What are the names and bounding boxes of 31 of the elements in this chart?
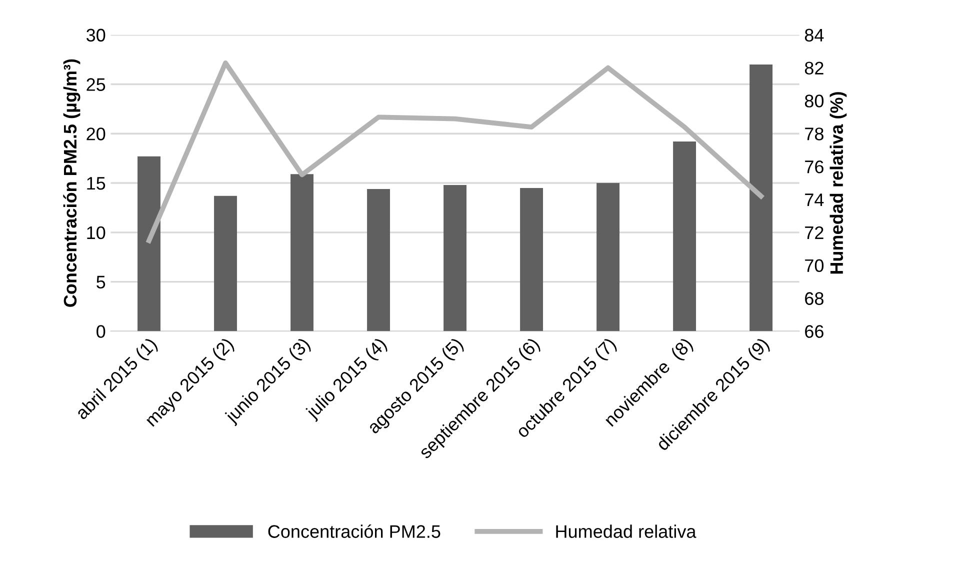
y2-tick-label: 82 [804, 62, 824, 75]
y-tick-label: 10 [87, 226, 106, 240]
legend-label: Concentración PM2.5 [268, 524, 440, 538]
y2-tick-label: 84 [804, 28, 824, 42]
bar [138, 156, 160, 332]
y2-axis-title: Humedad relativa (%) [830, 92, 847, 274]
line-series [146, 60, 764, 244]
legend-label: Humedad relativa [556, 524, 696, 538]
y2-tick-label: 70 [805, 259, 824, 272]
y2-tick-label: 80 [804, 94, 824, 108]
y-tick-label: 15 [87, 177, 106, 190]
bar [520, 188, 543, 332]
bar [444, 184, 466, 332]
bar [367, 188, 390, 332]
y-tick-label: 5 [96, 276, 106, 289]
bar [750, 64, 773, 332]
y2-tick-label: 66 [805, 325, 824, 338]
y-axis-title: Concentración PM2.5 (µg/m³) [63, 59, 80, 307]
bar [596, 183, 620, 332]
y-tick-label: 20 [86, 128, 106, 140]
bar [673, 142, 696, 332]
y2-tick-label: 76 [805, 160, 824, 174]
y2-tick-label: 74 [805, 194, 824, 206]
y-tick-label: 25 [86, 78, 106, 91]
y-tick-label: 0 [96, 325, 106, 338]
y-tick-label: 30 [86, 28, 106, 42]
y2-tick-label: 68 [805, 292, 824, 305]
y2-tick-label: 72 [805, 226, 824, 239]
y2-tick-label: 78 [805, 128, 824, 140]
bar [290, 174, 314, 332]
bar [214, 196, 237, 332]
